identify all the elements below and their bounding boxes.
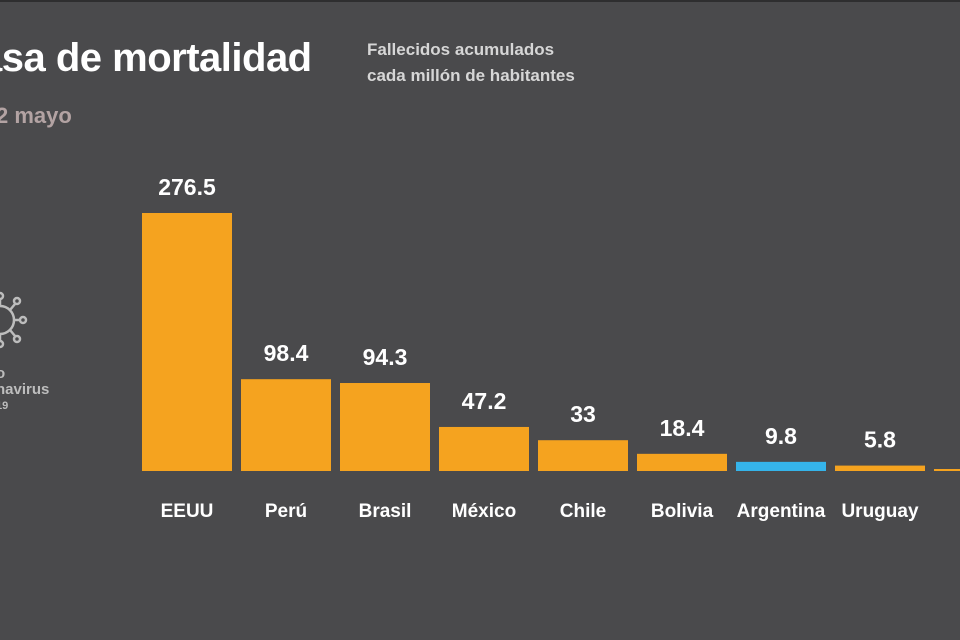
value-label-uruguay: 5.8: [864, 427, 896, 453]
value-label-bolivia: 18.4: [660, 415, 705, 441]
value-label-perú: 98.4: [264, 340, 309, 366]
logo-text-line-2: navirus: [0, 381, 50, 398]
logo-text-line-1: o: [0, 365, 6, 382]
bar-pa: [934, 469, 960, 471]
chart-title: asa de mortalidad: [0, 36, 312, 80]
coronavirus-icon: [0, 291, 28, 349]
logo-text-line-3: 19: [0, 400, 9, 412]
bar-perú: [241, 379, 331, 471]
category-label-bolivia: Bolivia: [651, 501, 714, 522]
top-border: [0, 0, 960, 2]
category-label-brasil: Brasil: [359, 501, 412, 522]
chart-subtitle: Fallecidos acumulados cada millón de hab…: [367, 37, 575, 89]
category-label-eeuu: EEUU: [161, 501, 214, 522]
subtitle-line-2: cada millón de habitantes: [367, 66, 575, 85]
category-label-chile: Chile: [560, 501, 606, 522]
category-label-argentina: Argentina: [737, 501, 826, 522]
bar-bolivia: [637, 453, 727, 471]
category-label-uruguay: Uruguay: [841, 501, 919, 522]
subtitle-line-1: Fallecidos acumulados: [367, 40, 555, 59]
category-label-méxico: México: [452, 501, 516, 522]
bar-méxico: [439, 426, 529, 471]
value-label-brasil: 94.3: [363, 344, 408, 370]
date-label: 2 mayo: [0, 103, 72, 128]
bar-brasil: [340, 383, 430, 471]
bar-chile: [538, 440, 628, 471]
bar-argentina: [736, 461, 826, 471]
value-label-argentina: 9.8: [765, 423, 797, 449]
logo-text: o navirus 19: [0, 366, 49, 414]
value-label-eeuu: 276.5: [158, 174, 216, 200]
bar-eeuu: [142, 213, 232, 471]
value-label-méxico: 47.2: [462, 388, 507, 414]
bar-uruguay: [835, 465, 925, 471]
category-label-perú: Perú: [265, 501, 307, 522]
value-label-chile: 33: [570, 401, 596, 427]
